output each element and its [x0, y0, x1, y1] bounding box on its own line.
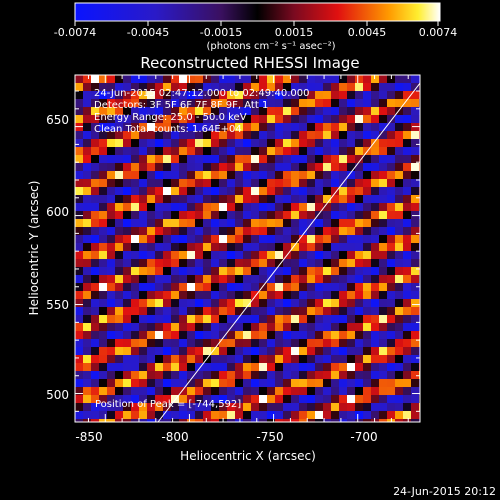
axis-ticks [75, 75, 420, 422]
image-area [74, 74, 421, 423]
info-line-time: 24-Jun-2015 02:47:12.000 to 02:49:40.000 [94, 88, 310, 99]
x-tick-label: -800 [161, 430, 188, 444]
info-line-detectors: Detectors: 3F 5F 6F 7F 8F 9F, Att 1 [94, 100, 268, 111]
info-line-counts: Clean Total counts: 1.64E+04 [94, 124, 242, 135]
colorbar-tick-label: 0.0045 [348, 26, 387, 39]
colorbar-tick-label: 0.0074 [419, 26, 458, 39]
x-tick-label: -850 [75, 430, 102, 444]
colorbar-tick-label: -0.0074 [54, 26, 96, 39]
x-axis-label: Heliocentric X (arcsec) [180, 449, 316, 463]
y-tick-label: 500 [46, 388, 69, 402]
x-tick-label: -700 [350, 430, 377, 444]
plot-title: Reconstructed RHESSI Image [140, 54, 359, 72]
plot-frame [74, 74, 421, 423]
info-text-block: 24-Jun-2015 02:47:12.000 to 02:49:40.000… [94, 88, 310, 135]
y-tick-label: 550 [46, 298, 69, 312]
reconstructed-image [75, 75, 420, 422]
x-tick-label: -750 [256, 430, 283, 444]
colorbar-tick-label: -0.0015 [200, 26, 242, 39]
solar-limb-line [157, 82, 420, 422]
y-tick-label: 650 [46, 113, 69, 127]
colorbar-tick-label: -0.0045 [127, 26, 169, 39]
y-axis-label: Heliocentric Y (arcsec) [27, 181, 41, 316]
colorbar-units-label: (photons cm⁻² s⁻¹ asec⁻²) [206, 41, 335, 52]
y-tick-label: 600 [46, 205, 69, 219]
colorbar-gradient [74, 2, 441, 22]
info-line-energy: Energy Range: 25.0 - 50.0 keV [94, 112, 247, 123]
colorbar: -0.0074 -0.0045 -0.0015 0.0015 0.0045 0.… [54, 2, 458, 52]
colorbar-tick-label: 0.0015 [275, 26, 314, 39]
footer-timestamp: 24-Jun-2015 20:12 [393, 485, 496, 498]
peak-position-label: Position of Peak = [-744,592] [95, 399, 241, 410]
